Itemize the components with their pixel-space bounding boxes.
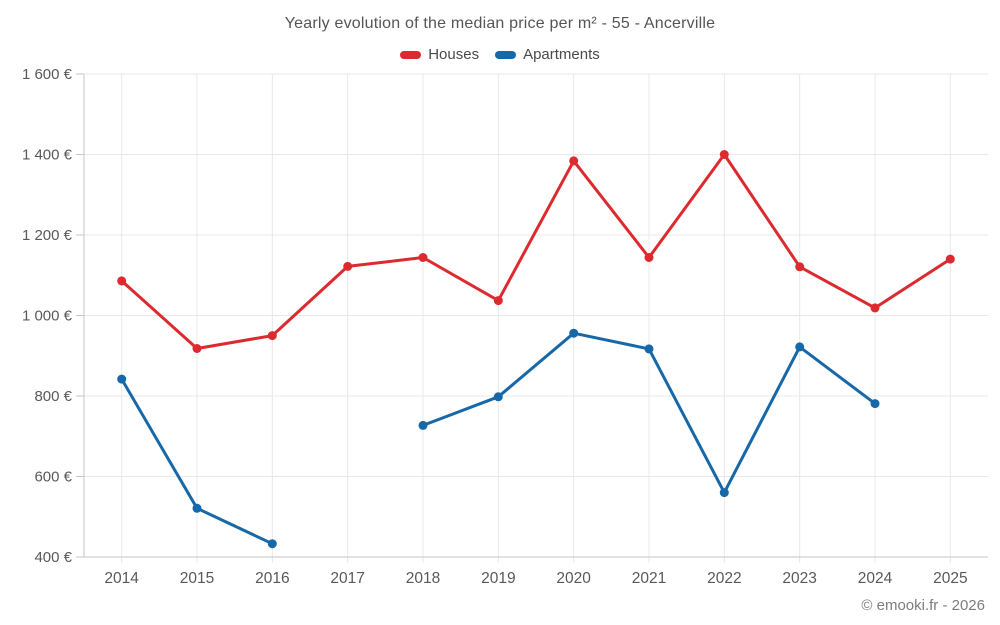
apartments-data-point-marker[interactable] — [795, 342, 805, 352]
apartments-data-point-marker[interactable] — [870, 399, 880, 409]
chart-legend: Houses Apartments — [0, 46, 1000, 63]
houses-data-point-marker[interactable] — [719, 150, 729, 159]
apartments-data-point-marker[interactable] — [569, 328, 579, 338]
apartments-data-point-marker[interactable] — [117, 374, 127, 384]
x-axis-tick-label: 2023 — [782, 570, 816, 587]
x-axis-tick-label: 2025 — [933, 570, 967, 587]
houses-data-point-marker[interactable] — [493, 296, 503, 306]
x-axis-tick-label: 2015 — [180, 570, 214, 587]
houses-data-point-marker[interactable] — [569, 156, 579, 166]
chart-title: Yearly evolution of the median price per… — [284, 15, 716, 32]
houses-data-point-marker[interactable] — [267, 331, 277, 341]
y-axis-tick-label: 800 € — [34, 388, 72, 405]
x-axis-tick-label: 2024 — [858, 570, 893, 587]
houses-data-point-marker[interactable] — [945, 254, 955, 264]
houses-data-point-marker[interactable] — [795, 262, 805, 272]
y-axis-tick-label: 1 400 € — [22, 147, 73, 164]
x-axis-tick-label: 2021 — [632, 570, 666, 587]
apartments-legend-swatch-icon — [495, 50, 517, 59]
apartments-data-point-marker[interactable] — [719, 488, 729, 498]
y-axis-tick-label: 400 € — [34, 549, 72, 566]
apartments-data-point-marker[interactable] — [493, 392, 503, 402]
x-axis-tick-label: 2016 — [255, 570, 289, 587]
apartments-data-point-marker[interactable] — [267, 539, 277, 549]
apartments-legend-label: Apartments — [523, 46, 600, 63]
houses-data-point-marker[interactable] — [644, 253, 654, 262]
x-axis-tick-label: 2019 — [481, 570, 515, 587]
apartments-data-point-marker[interactable] — [644, 344, 654, 354]
x-axis-tick-label: 2017 — [330, 570, 364, 587]
y-axis-tick-label: 1 000 € — [22, 308, 73, 325]
houses-data-point-marker[interactable] — [870, 303, 880, 313]
copyright-credit: © emooki.fr - 2026 — [861, 597, 985, 614]
houses-data-point-marker[interactable] — [343, 261, 353, 271]
y-axis-tick-label: 1 200 € — [22, 227, 73, 244]
x-axis-tick-label: 2014 — [104, 570, 139, 587]
x-axis-tick-label: 2020 — [556, 570, 591, 587]
houses-legend-label: Houses — [428, 46, 480, 63]
houses-data-point-marker[interactable] — [117, 276, 127, 286]
legend-item-houses[interactable]: Houses — [400, 46, 479, 63]
apartments-data-point-marker[interactable] — [418, 420, 428, 430]
y-axis-tick-label: 600 € — [34, 469, 72, 486]
y-axis-tick-label: 1 600 € — [22, 66, 73, 83]
houses-data-point-marker[interactable] — [418, 253, 428, 262]
x-axis-tick-label: 2018 — [406, 570, 440, 587]
houses-series-line — [120, 153, 952, 350]
apartments-data-point-marker[interactable] — [192, 503, 202, 513]
legend-item-apartments[interactable]: Apartments — [495, 46, 600, 63]
houses-legend-swatch-icon — [400, 50, 422, 59]
houses-data-point-marker[interactable] — [192, 344, 202, 353]
x-axis-tick-label: 2022 — [707, 570, 741, 587]
